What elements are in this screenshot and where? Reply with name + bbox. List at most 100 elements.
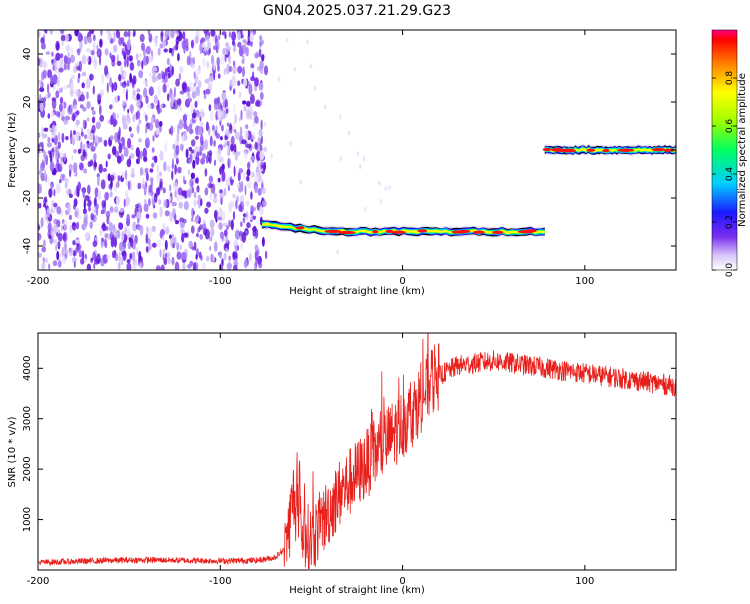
noise-speck <box>259 100 263 106</box>
noise-speck <box>178 106 183 112</box>
noise-speck <box>232 65 237 75</box>
noise-speck <box>138 138 142 143</box>
noise-speck <box>191 91 197 99</box>
noise-speck <box>254 141 258 150</box>
noise-speck <box>45 201 48 207</box>
noise-speck <box>189 128 194 135</box>
y-tick-label: 40 <box>22 48 33 61</box>
ridge-peak <box>492 230 504 234</box>
noise-speck <box>92 206 95 216</box>
noise-speck <box>94 187 99 198</box>
noise-speck <box>232 193 236 199</box>
noise-speck <box>210 54 215 65</box>
noise-speck <box>128 237 132 243</box>
noise-speck <box>234 131 241 140</box>
noise-speck <box>66 57 72 65</box>
noise-speck <box>250 76 256 82</box>
noise-speck <box>220 232 224 240</box>
noise-speck <box>117 262 121 270</box>
noise-speck <box>248 252 252 262</box>
noise-speck <box>124 57 127 68</box>
noise-speck <box>246 143 252 149</box>
noise-speck <box>91 55 97 64</box>
noise-speck <box>138 119 142 125</box>
noise-speck <box>73 104 78 112</box>
noise-speck <box>238 230 242 237</box>
noise-speck <box>165 30 170 39</box>
noise-speck <box>263 146 268 152</box>
noise-speck <box>139 33 145 43</box>
noise-speck <box>70 54 76 63</box>
noise-speck <box>100 209 105 215</box>
noise-speck <box>151 116 154 123</box>
noise-speck <box>163 48 168 53</box>
noise-speck <box>49 161 55 172</box>
noise-speck <box>56 43 60 50</box>
noise-speck <box>157 73 163 80</box>
noise-speck <box>232 251 238 259</box>
noise-speck <box>73 162 78 173</box>
noise-speck <box>96 207 99 216</box>
snr-series-line <box>38 333 676 570</box>
noise-speck <box>126 80 130 87</box>
noise-speck <box>72 240 76 246</box>
noise-speck <box>76 110 80 116</box>
noise-speck <box>89 73 93 81</box>
noise-speck <box>241 231 247 243</box>
noise-speck <box>114 132 119 143</box>
noise-speck <box>82 119 85 129</box>
noise-speck <box>258 255 262 264</box>
noise-speck <box>114 119 118 126</box>
noise-speck <box>139 262 143 269</box>
noise-speck <box>55 90 60 99</box>
noise-speck <box>125 218 131 227</box>
noise-speck <box>254 77 259 87</box>
noise-speck <box>45 257 48 264</box>
noise-speck <box>203 139 209 151</box>
noise-speck <box>117 135 121 145</box>
noise-speck <box>230 219 234 231</box>
noise-speck <box>171 65 174 76</box>
noise-speck <box>81 71 87 77</box>
noise-speck <box>244 185 247 196</box>
noise-speck <box>97 175 100 187</box>
noise-speck <box>152 212 158 219</box>
noise-speck <box>121 114 127 126</box>
faint-speck <box>378 180 381 186</box>
noise-speck <box>159 178 163 188</box>
noise-speck <box>56 77 60 87</box>
noise-speck <box>63 234 67 241</box>
noise-speck <box>217 34 221 41</box>
noise-speck <box>69 224 72 234</box>
noise-speck <box>46 142 53 148</box>
noise-speck <box>261 54 265 62</box>
noise-speck <box>179 65 184 74</box>
noise-speck <box>93 152 97 161</box>
noise-speck <box>139 150 143 160</box>
noise-speck <box>102 222 106 228</box>
noise-speck <box>189 178 194 188</box>
noise-speck <box>145 114 148 122</box>
noise-speck <box>84 195 90 201</box>
noise-speck <box>50 74 54 85</box>
noise-speck <box>254 244 259 252</box>
noise-speck <box>126 259 131 264</box>
noise-speck <box>116 60 122 66</box>
noise-speck <box>99 114 105 122</box>
noise-speck <box>56 250 60 261</box>
noise-speck <box>260 135 263 145</box>
noise-speck <box>259 150 265 161</box>
y-tick-label: -20 <box>22 190 33 206</box>
noise-speck <box>55 111 61 117</box>
noise-speck <box>126 158 132 168</box>
noise-speck <box>176 157 179 165</box>
noise-speck <box>148 243 152 251</box>
noise-speck <box>167 72 171 79</box>
noise-speck <box>145 55 149 65</box>
noise-speck <box>75 119 80 126</box>
noise-speck <box>250 171 254 179</box>
noise-speck <box>66 62 70 71</box>
ridge-peak <box>338 230 356 235</box>
noise-speck <box>43 239 46 249</box>
noise-speck <box>148 198 151 207</box>
